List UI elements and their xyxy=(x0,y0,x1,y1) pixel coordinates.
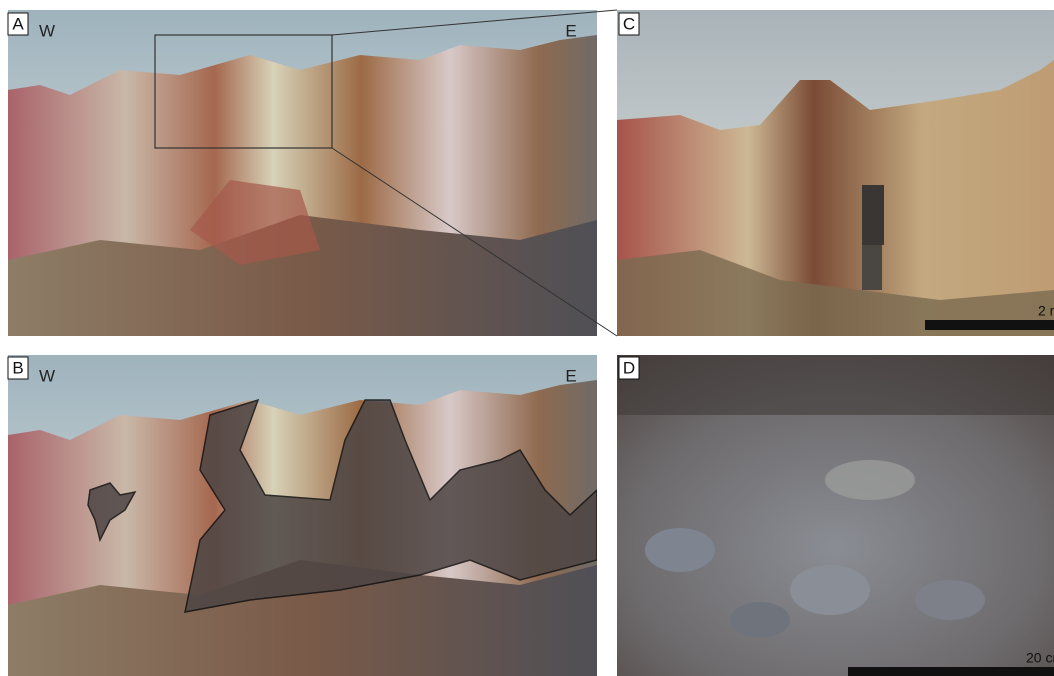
direction-west: W xyxy=(39,366,55,385)
direction-west: W xyxy=(39,21,55,40)
label-box xyxy=(618,356,640,380)
scale-label: 20 cm xyxy=(1026,650,1054,666)
label-box xyxy=(618,12,640,36)
panel-label: B xyxy=(12,358,23,377)
panel-label: A xyxy=(12,14,24,33)
scale-bar xyxy=(848,667,1054,676)
direction-east: E xyxy=(565,366,576,385)
photo-b xyxy=(8,355,597,676)
label-box xyxy=(7,356,29,380)
direction-east: E xyxy=(565,21,576,40)
photo-a xyxy=(8,10,597,336)
panel-label: C xyxy=(623,14,635,33)
photo-d xyxy=(617,355,1054,676)
scale-bar xyxy=(925,320,1054,330)
label-box xyxy=(7,12,29,36)
photo-c xyxy=(617,10,1054,336)
panel-label: D xyxy=(623,358,635,377)
scale-label: 2 m xyxy=(1038,303,1054,319)
